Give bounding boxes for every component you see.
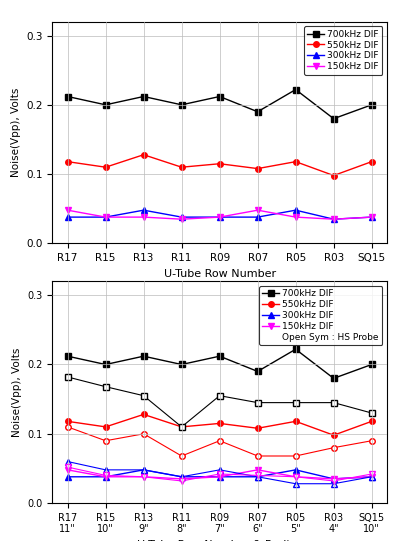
- 550kHz DIF: [217, 161, 222, 167]
- Line: 700kHz DIF: 700kHz DIF: [65, 346, 374, 381]
- 550kHz DIF: [255, 425, 260, 432]
- 150kHz DIF: [179, 216, 184, 222]
- 300kHz DIF: [141, 466, 146, 473]
- 150kHz DIF: [331, 476, 336, 482]
- Line: 550kHz DIF: 550kHz DIF: [65, 152, 374, 179]
- 700kHz DIF: [179, 102, 184, 108]
- 150kHz DIF: [293, 473, 298, 480]
- 550kHz DIF: [217, 420, 222, 427]
- 150kHz DIF: [103, 473, 108, 480]
- 150kHz DIF: [103, 214, 108, 220]
- 150kHz DIF: [369, 473, 374, 480]
- 700kHz DIF: [217, 353, 222, 359]
- 700kHz DIF: [331, 115, 336, 122]
- Line: 700kHz DIF: 700kHz DIF: [65, 87, 374, 122]
- 700kHz DIF: [141, 93, 146, 100]
- 700kHz DIF: [65, 93, 70, 100]
- Line: 150kHz DIF: 150kHz DIF: [65, 467, 374, 481]
- 700kHz DIF: [293, 346, 298, 353]
- 550kHz DIF: [65, 159, 70, 165]
- 150kHz DIF: [331, 216, 336, 222]
- 300kHz DIF: [293, 207, 298, 213]
- 700kHz DIF: [217, 93, 222, 100]
- 700kHz DIF: [179, 361, 184, 368]
- 550kHz DIF: [103, 164, 108, 170]
- 150kHz DIF: [65, 207, 70, 213]
- 300kHz DIF: [217, 473, 222, 480]
- Legend: 700kHz DIF, 550kHz DIF, 300kHz DIF, 150kHz DIF, Open Sym : HS Probe: 700kHz DIF, 550kHz DIF, 300kHz DIF, 150k…: [259, 286, 382, 345]
- 150kHz DIF: [65, 466, 70, 473]
- 700kHz DIF: [293, 87, 298, 93]
- 300kHz DIF: [331, 476, 336, 482]
- 300kHz DIF: [103, 214, 108, 220]
- 550kHz DIF: [179, 164, 184, 170]
- 550kHz DIF: [103, 424, 108, 430]
- 300kHz DIF: [331, 216, 336, 222]
- Y-axis label: Noise(Vpp), Volts: Noise(Vpp), Volts: [12, 347, 22, 437]
- 300kHz DIF: [293, 466, 298, 473]
- 150kHz DIF: [217, 473, 222, 480]
- 300kHz DIF: [179, 473, 184, 480]
- 150kHz DIF: [141, 214, 146, 220]
- Line: 300kHz DIF: 300kHz DIF: [65, 467, 374, 481]
- 550kHz DIF: [293, 418, 298, 425]
- 150kHz DIF: [369, 214, 374, 220]
- 700kHz DIF: [65, 353, 70, 359]
- 700kHz DIF: [255, 109, 260, 115]
- 550kHz DIF: [141, 151, 146, 158]
- 300kHz DIF: [103, 473, 108, 480]
- 700kHz DIF: [103, 361, 108, 368]
- 700kHz DIF: [141, 353, 146, 359]
- X-axis label: U-Tube Row Number: U-Tube Row Number: [164, 269, 276, 279]
- 300kHz DIF: [141, 207, 146, 213]
- 150kHz DIF: [255, 466, 260, 473]
- Y-axis label: Noise(Vpp), Volts: Noise(Vpp), Volts: [10, 88, 21, 177]
- 150kHz DIF: [141, 473, 146, 480]
- 700kHz DIF: [369, 361, 374, 368]
- 700kHz DIF: [369, 102, 374, 108]
- 150kHz DIF: [293, 214, 298, 220]
- 300kHz DIF: [65, 473, 70, 480]
- 300kHz DIF: [65, 214, 70, 220]
- Line: 300kHz DIF: 300kHz DIF: [65, 207, 374, 222]
- 300kHz DIF: [255, 214, 260, 220]
- 550kHz DIF: [65, 418, 70, 425]
- 550kHz DIF: [293, 159, 298, 165]
- X-axis label: U-Tube Row Number & Radius: U-Tube Row Number & Radius: [137, 540, 302, 541]
- 700kHz DIF: [331, 375, 336, 381]
- 550kHz DIF: [331, 172, 336, 179]
- 300kHz DIF: [179, 214, 184, 220]
- 150kHz DIF: [217, 214, 222, 220]
- 550kHz DIF: [179, 424, 184, 430]
- 300kHz DIF: [369, 473, 374, 480]
- 550kHz DIF: [369, 418, 374, 425]
- 150kHz DIF: [179, 476, 184, 482]
- 550kHz DIF: [255, 166, 260, 172]
- 550kHz DIF: [141, 411, 146, 418]
- 300kHz DIF: [217, 214, 222, 220]
- Line: 550kHz DIF: 550kHz DIF: [65, 412, 374, 438]
- 150kHz DIF: [255, 207, 260, 213]
- 550kHz DIF: [331, 432, 336, 438]
- Line: 150kHz DIF: 150kHz DIF: [65, 207, 374, 222]
- 550kHz DIF: [369, 159, 374, 165]
- 700kHz DIF: [103, 102, 108, 108]
- 700kHz DIF: [255, 368, 260, 375]
- 300kHz DIF: [369, 214, 374, 220]
- 300kHz DIF: [255, 473, 260, 480]
- Legend: 700kHz DIF, 550kHz DIF, 300kHz DIF, 150kHz DIF: 700kHz DIF, 550kHz DIF, 300kHz DIF, 150k…: [304, 26, 382, 75]
